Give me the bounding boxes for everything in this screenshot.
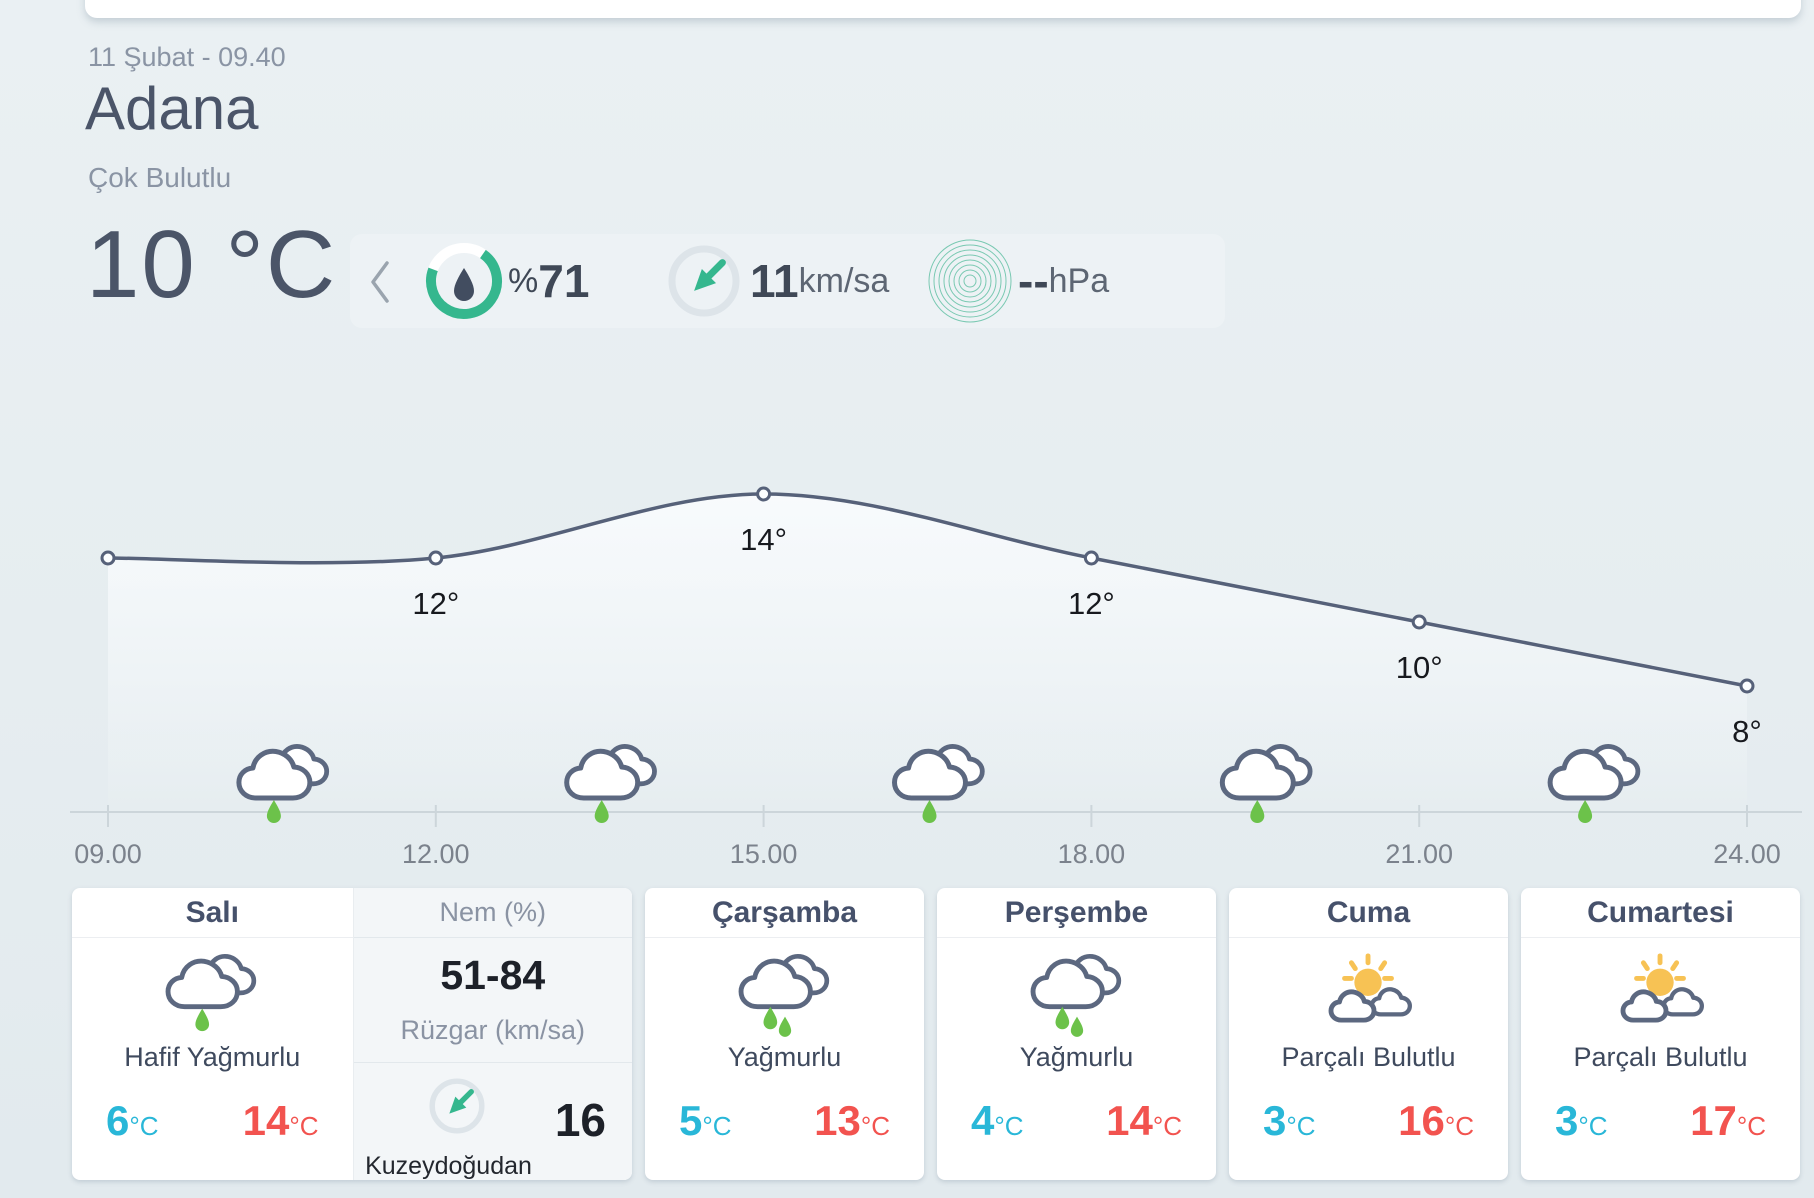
percent-symbol: % xyxy=(508,261,539,300)
date-time: 11 Şubat - 09.40 xyxy=(88,42,286,72)
wind-stat: 11 km/sa xyxy=(750,234,889,328)
temperature-point-label: 12° xyxy=(1068,586,1115,621)
cloud-rain-icon xyxy=(1025,952,1129,1038)
temperature-point-label: 8° xyxy=(1732,714,1762,749)
wind-speed-value: 16 xyxy=(554,1094,606,1146)
forecast-card-today[interactable]: Salı Hafif Yağmurlu 6°C 14°C Nem (%) 51-… xyxy=(72,888,632,1180)
pressure-rings-icon xyxy=(928,239,1012,323)
day-name: Perşembe xyxy=(937,888,1216,938)
x-axis-tick-label: 18.00 xyxy=(1058,839,1126,869)
details-panel: Nem (%) 51-84 Rüzgar (km/sa) 16 Kuzeydoğ… xyxy=(352,888,632,1180)
humidity-range: 51-84 xyxy=(440,952,546,998)
day-condition: Yağmurlu xyxy=(727,1042,842,1072)
sun-clouds-icon xyxy=(1609,952,1713,1038)
temperature-line xyxy=(107,492,1748,688)
day-condition: Parçalı Bulutlu xyxy=(1573,1042,1748,1072)
city-name: Adana xyxy=(85,75,259,142)
cloud-rain-icon xyxy=(733,952,837,1038)
min-temperature: 3°C xyxy=(1263,1097,1316,1144)
x-axis-tick-label: 09.00 xyxy=(74,839,142,869)
max-temperature: 14°C xyxy=(242,1097,319,1144)
wind-unit: km/sa xyxy=(798,261,890,300)
humidity-value: 71 xyxy=(538,255,590,307)
wind-direction-icon xyxy=(664,241,744,321)
day-card-cuma[interactable]: Cuma Parçalı Bulutlu 3°C 16°C xyxy=(1229,888,1508,1180)
humidity-label: Nem (%) xyxy=(353,888,632,938)
day-condition: Yağmurlu xyxy=(1019,1042,1134,1072)
humidity-stat: % 71 xyxy=(508,234,589,328)
day-name: Cuma xyxy=(1229,888,1508,938)
day-card-persembe[interactable]: Perşembe Yağmurlu 4°C 14°C xyxy=(937,888,1216,1180)
x-axis-tick-label: 24.00 xyxy=(1713,839,1781,869)
day-card-cumartesi[interactable]: Cumartesi Parçalı Bulutlu 3°C 17°C xyxy=(1521,888,1800,1180)
data-point-marker xyxy=(1083,550,1099,566)
max-temperature: 16°C xyxy=(1398,1097,1474,1144)
day-condition: Hafif Yağmurlu xyxy=(124,1042,301,1072)
forecast-cards: Salı Hafif Yağmurlu 6°C 14°C Nem (%) 51-… xyxy=(72,888,1800,1180)
temperature-point-label: 14° xyxy=(740,522,787,557)
min-temperature: 5°C xyxy=(679,1097,732,1144)
current-temperature: 10 °C xyxy=(86,211,338,318)
current-condition: Çok Bulutlu xyxy=(88,162,232,193)
search-bar-partial[interactable] xyxy=(85,0,1801,18)
min-temperature: 6°C xyxy=(106,1097,159,1144)
wind-label: Rüzgar (km/sa) xyxy=(400,1015,586,1045)
temperature-point-label: 12° xyxy=(412,586,459,621)
day-card-carsamba[interactable]: Çarşamba Yağmurlu 5°C 13°C xyxy=(645,888,924,1180)
pressure-value: -- xyxy=(1018,255,1049,307)
min-temperature: 3°C xyxy=(1555,1097,1608,1144)
humidity-gauge-icon xyxy=(426,243,502,319)
data-point-marker xyxy=(1411,614,1427,630)
temperature-point-label: 10° xyxy=(1396,650,1443,685)
x-axis-tick-label: 15.00 xyxy=(730,839,798,869)
max-temperature: 17°C xyxy=(1690,1097,1766,1144)
day-name: Cumartesi xyxy=(1521,888,1800,938)
data-point-marker xyxy=(100,550,116,566)
wind-direction-icon xyxy=(426,1075,488,1137)
cloud-light-rain-icon xyxy=(160,952,264,1038)
max-temperature: 14°C xyxy=(1106,1097,1182,1144)
day-card-sali[interactable]: Salı Hafif Yağmurlu 6°C 14°C xyxy=(72,888,353,1180)
pressure-unit: hPa xyxy=(1048,261,1110,300)
hourly-temperature-chart: 09.00 12.00 15.00 18.00 21.00 24.00 12° 14° 12° 1… xyxy=(70,486,1802,869)
data-point-marker xyxy=(756,486,772,502)
water-drop-icon xyxy=(454,268,474,301)
x-axis-tick-label: 12.00 xyxy=(402,839,470,869)
chart-area-fill xyxy=(108,494,1747,812)
max-temperature: 13°C xyxy=(814,1097,890,1144)
wind-value: 11 xyxy=(750,255,799,307)
chevron-left-icon[interactable] xyxy=(368,259,392,305)
data-point-marker xyxy=(428,550,444,566)
min-temperature: 4°C xyxy=(971,1097,1024,1144)
sun-clouds-icon xyxy=(1317,952,1421,1038)
day-name: Çarşamba xyxy=(645,888,924,938)
x-axis-tick-label: 21.00 xyxy=(1385,839,1453,869)
data-point-marker xyxy=(1739,678,1755,694)
day-condition: Parçalı Bulutlu xyxy=(1281,1042,1456,1072)
wind-direction-label: Kuzeydoğudan xyxy=(365,1152,532,1180)
day-name: Salı xyxy=(72,888,353,938)
pressure-stat: -- hPa xyxy=(1018,234,1109,328)
